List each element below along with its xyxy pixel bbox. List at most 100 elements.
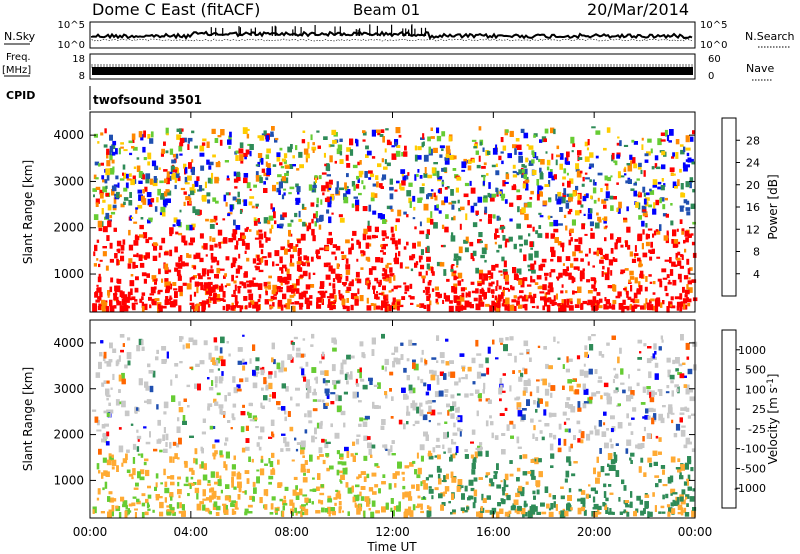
range-cell <box>592 507 597 510</box>
range-cell <box>563 168 567 174</box>
range-cell <box>350 246 354 250</box>
range-cell <box>529 357 532 362</box>
range-cell <box>565 290 568 294</box>
range-cell <box>644 494 650 498</box>
range-cell <box>450 268 454 272</box>
range-cell <box>103 470 106 476</box>
range-cell <box>255 203 259 207</box>
range-cell <box>119 305 125 312</box>
range-cell <box>643 343 647 347</box>
range-cell <box>214 481 219 485</box>
range-cell <box>268 371 273 375</box>
range-cell <box>664 129 668 137</box>
range-cell <box>509 218 513 222</box>
range-cell <box>686 356 690 360</box>
range-cell <box>244 271 248 277</box>
range-cell <box>95 198 100 204</box>
range-cell <box>132 468 136 476</box>
range-cell <box>215 471 219 479</box>
range-cell <box>353 185 356 191</box>
range-cell <box>557 357 561 360</box>
range-cell <box>564 157 567 165</box>
range-cell <box>223 275 226 279</box>
range-cell <box>178 401 181 406</box>
range-cell <box>351 279 354 287</box>
range-cell <box>319 215 323 222</box>
range-cell <box>406 411 411 416</box>
range-cell <box>509 336 514 341</box>
range-cell <box>483 162 487 166</box>
range-cell <box>404 285 410 292</box>
range-cell <box>642 386 646 393</box>
range-cell <box>295 448 299 452</box>
range-cell <box>183 163 187 169</box>
range-cell <box>532 152 535 158</box>
range-cell <box>374 463 379 467</box>
range-cell <box>374 293 379 300</box>
range-cell <box>426 217 431 223</box>
range-cell <box>199 257 204 263</box>
range-cell <box>501 449 506 455</box>
range-cell <box>259 367 262 370</box>
range-cell <box>302 494 308 497</box>
range-cell <box>485 475 488 478</box>
range-cell <box>686 284 689 290</box>
range-cell <box>319 492 325 496</box>
range-cell <box>174 363 179 367</box>
range-cell <box>279 256 283 264</box>
range-cell <box>276 224 282 229</box>
range-cell <box>235 150 240 154</box>
range-cell <box>335 493 340 499</box>
range-cell <box>426 194 429 200</box>
range-cell <box>308 272 311 280</box>
range-cell <box>339 295 345 301</box>
range-cell <box>531 306 536 309</box>
range-cell <box>389 186 394 191</box>
range-cell <box>215 200 219 204</box>
range-cell <box>106 412 110 417</box>
range-cell <box>329 301 332 306</box>
range-cell <box>577 200 582 205</box>
range-cell <box>574 304 580 308</box>
range-cell <box>680 301 684 306</box>
range-cell <box>208 386 214 391</box>
range-cell <box>125 453 128 460</box>
range-cell <box>398 419 403 425</box>
range-cell <box>98 361 102 369</box>
range-cell <box>382 285 386 291</box>
range-cell <box>455 187 459 193</box>
range-cell <box>115 148 118 155</box>
range-cell <box>104 300 108 303</box>
range-cell <box>662 204 666 210</box>
range-cell <box>298 210 301 218</box>
range-cell <box>423 382 427 387</box>
range-cell <box>518 156 523 163</box>
range-cell <box>202 504 206 511</box>
range-cell <box>681 489 686 495</box>
range-cell <box>183 191 187 195</box>
range-cell <box>265 384 269 391</box>
range-cell <box>282 293 287 300</box>
range-cell <box>601 199 607 204</box>
range-cell <box>400 186 405 191</box>
range-cell <box>376 465 380 468</box>
range-cell <box>211 286 216 293</box>
range-cell <box>604 297 607 302</box>
range-cell <box>517 304 523 309</box>
range-cell <box>101 472 104 479</box>
range-cell <box>232 403 237 408</box>
range-cell <box>680 149 685 155</box>
range-cell <box>367 283 370 290</box>
range-cell <box>398 134 402 138</box>
range-cell <box>381 506 386 513</box>
range-cell <box>443 491 447 494</box>
range-cell <box>280 214 285 220</box>
range-cell <box>624 268 629 271</box>
range-cell <box>198 185 203 192</box>
range-cell <box>160 193 165 200</box>
range-cell <box>399 183 402 190</box>
range-cell <box>308 184 313 191</box>
range-cell <box>477 448 483 454</box>
range-cell <box>115 399 120 406</box>
range-cell <box>339 187 344 191</box>
